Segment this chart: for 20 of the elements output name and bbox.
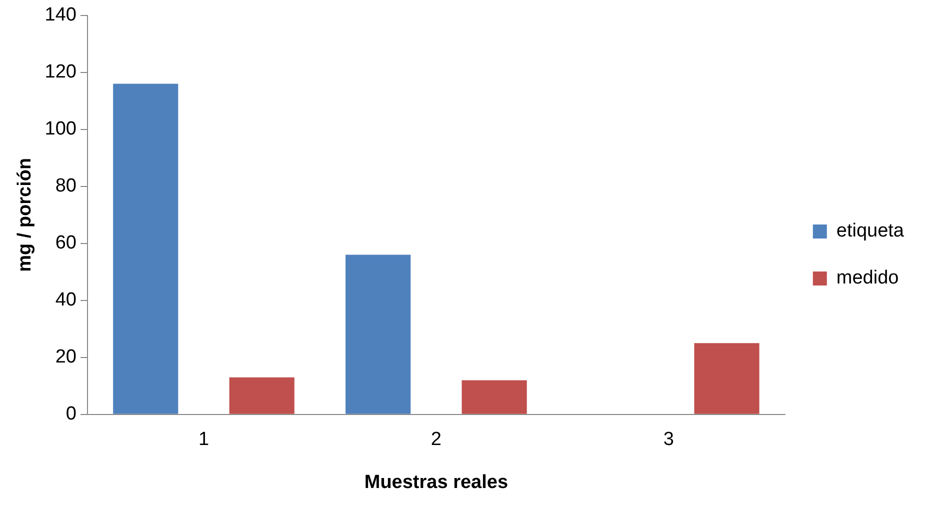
y-tick-label: 100 [44, 118, 76, 140]
y-tick-label: 0 [66, 404, 76, 425]
x-axis-title: Muestras reales [364, 472, 508, 493]
bar [694, 343, 760, 414]
y-tick-label: 80 [55, 176, 76, 197]
bar [113, 84, 178, 414]
y-tick-label: 60 [55, 232, 76, 254]
legend-label: medido [836, 268, 899, 289]
bar [229, 377, 294, 414]
legend-label: etiqueta [836, 220, 904, 242]
y-tick-label: 40 [55, 290, 76, 311]
x-tick-label: 1 [198, 429, 210, 450]
y-tick-label: 20 [55, 346, 76, 368]
y-axis-title: mg / porción [14, 158, 36, 272]
bar [462, 380, 527, 414]
bar [346, 254, 411, 414]
y-tick-label: 120 [44, 62, 76, 83]
y-tick-label: 140 [44, 4, 76, 26]
x-tick-label: 3 [663, 429, 674, 450]
x-tick-label: 2 [430, 429, 442, 450]
